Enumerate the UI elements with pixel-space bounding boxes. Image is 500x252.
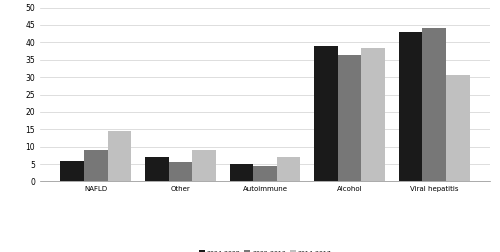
Bar (362, 48, 385, 181)
Bar (145, 157, 169, 181)
Bar (84, 150, 108, 181)
Bar (253, 166, 277, 181)
Bar (314, 46, 338, 181)
Bar (108, 131, 132, 181)
Bar (230, 164, 253, 181)
Bar (446, 75, 469, 181)
Bar (398, 32, 422, 181)
Legend: 2004-2008, 2009-2013, 2014-2017: 2004-2008, 2009-2013, 2014-2017 (196, 248, 334, 252)
Bar (60, 161, 84, 181)
Bar (277, 157, 300, 181)
Bar (168, 162, 192, 181)
Bar (338, 54, 361, 181)
Bar (192, 150, 216, 181)
Bar (422, 28, 446, 181)
